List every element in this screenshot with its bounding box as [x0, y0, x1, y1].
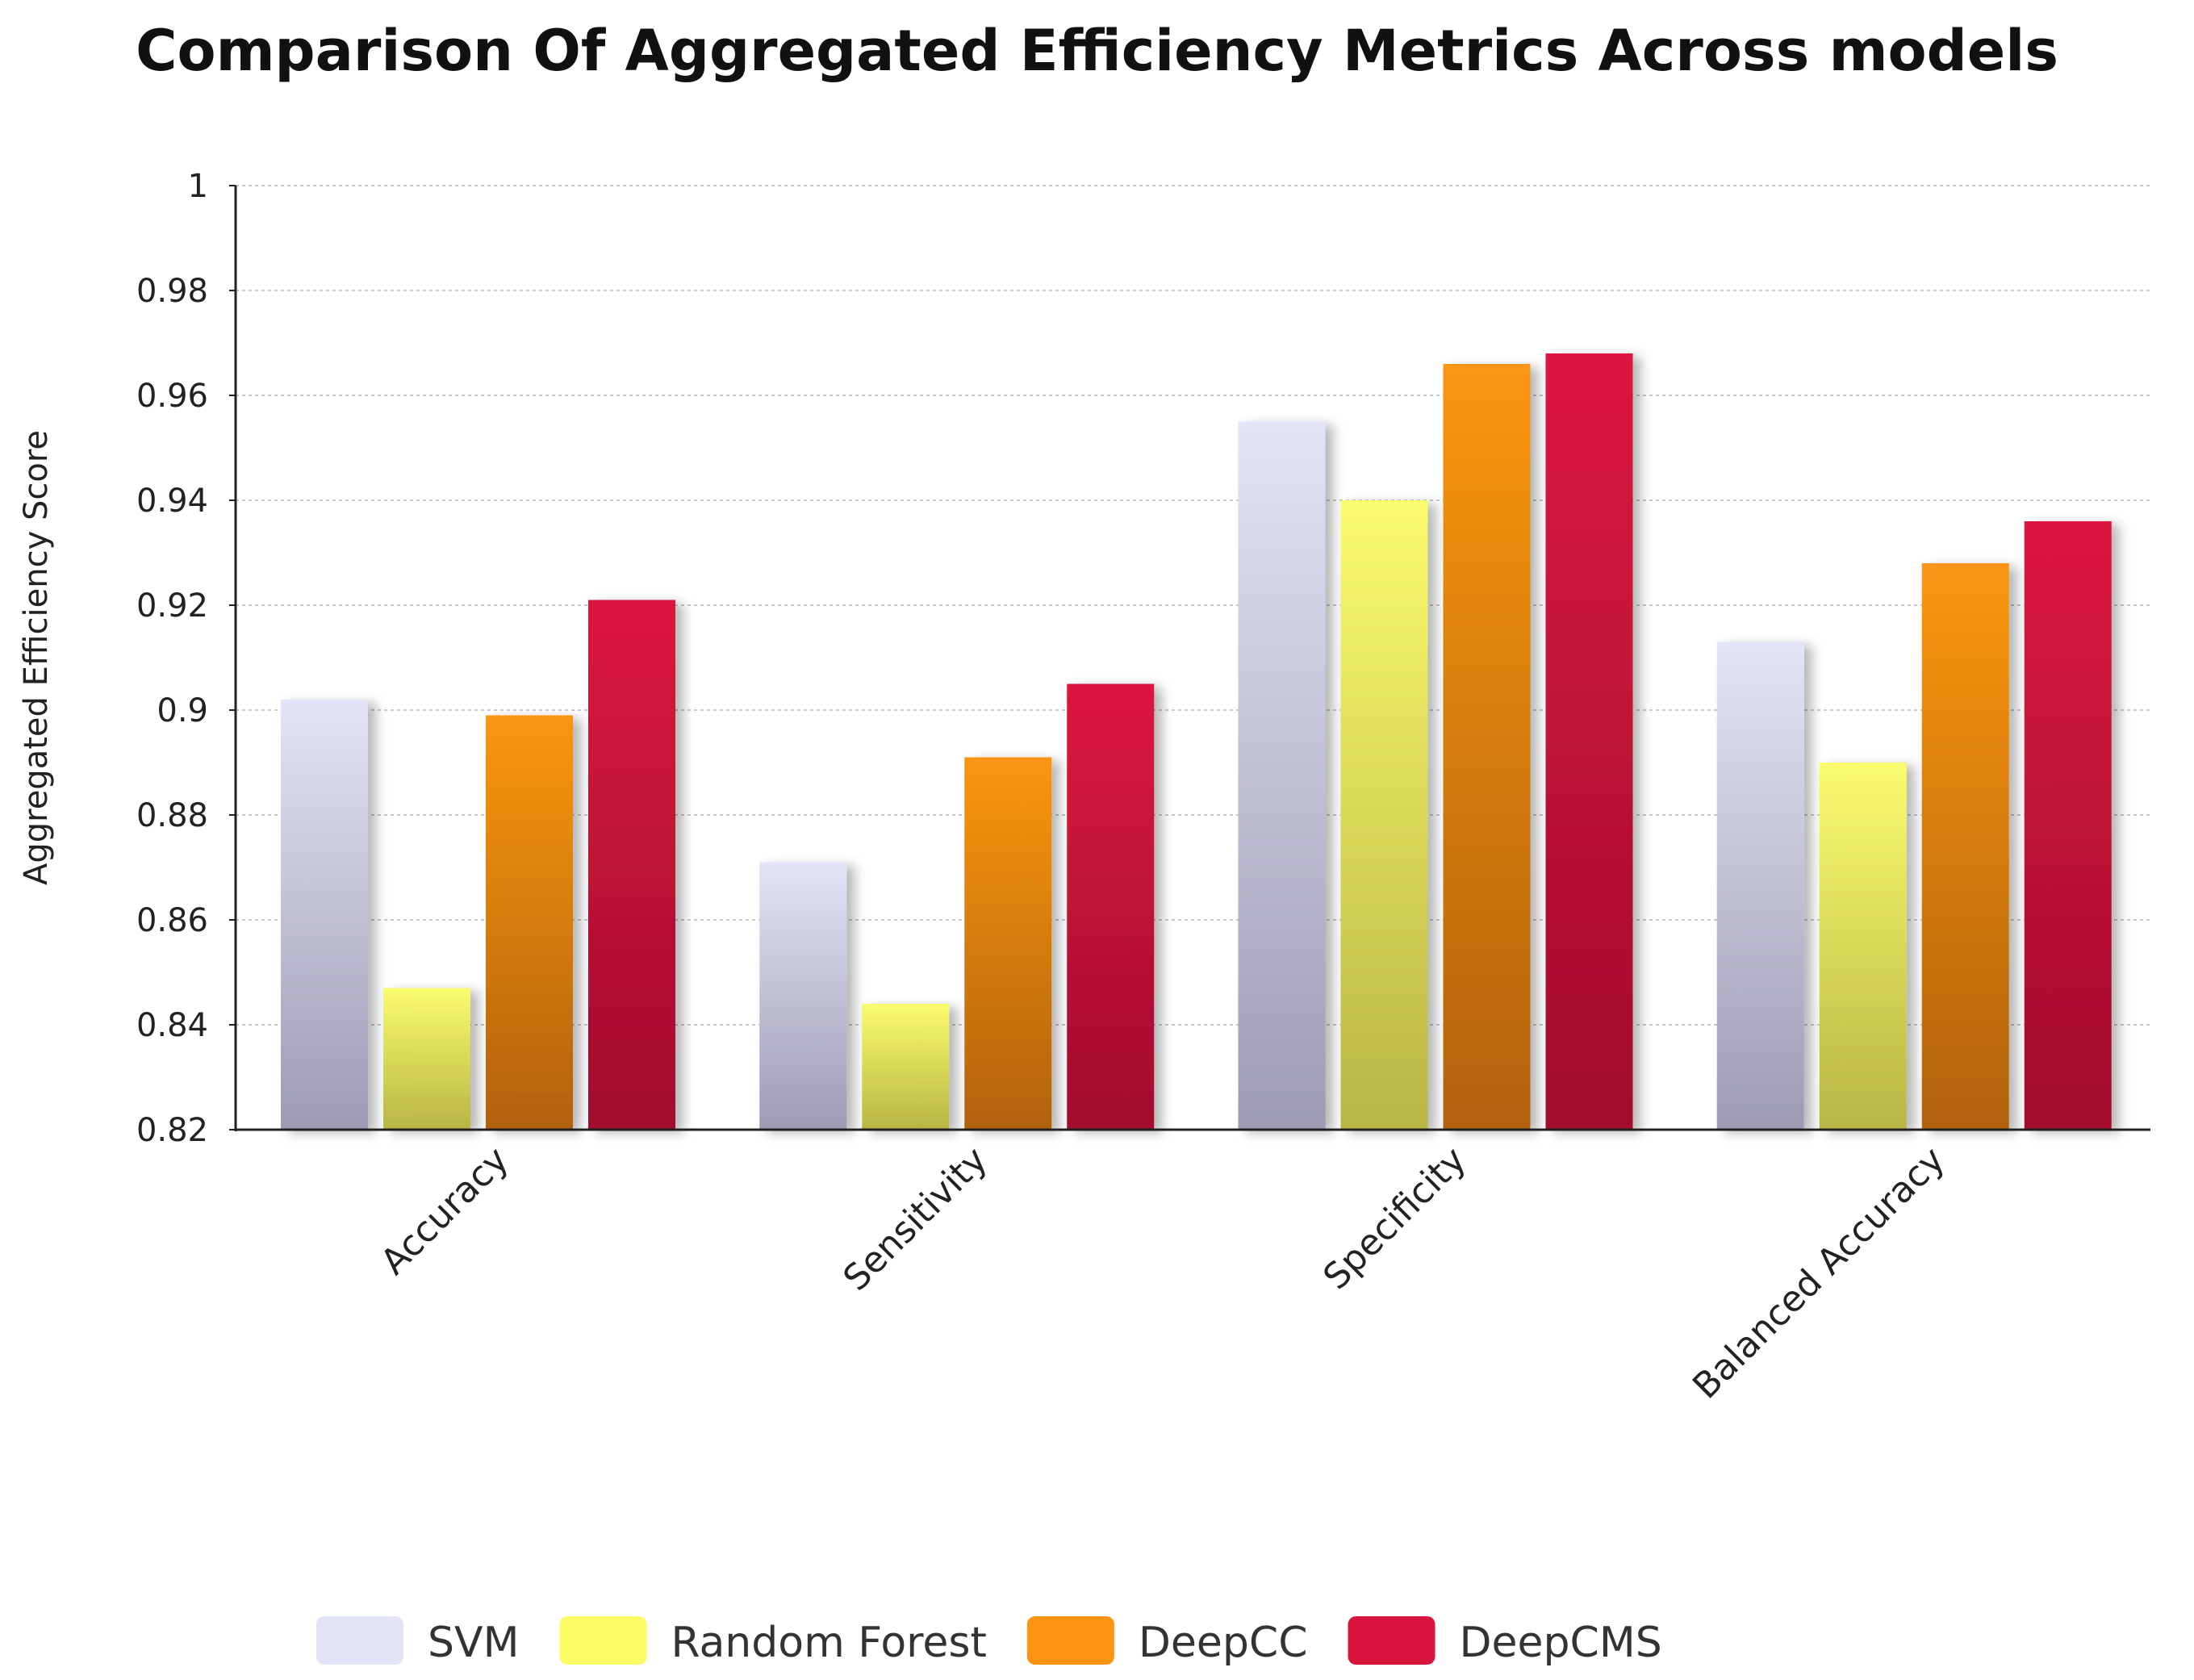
x-category-label-specificity: Specificity — [1315, 1139, 1473, 1298]
legend-label-deepcc: DeepCC — [1139, 1619, 1308, 1667]
y-tick-label: 0.96 — [136, 378, 208, 415]
y-tick-label: 0.94 — [136, 483, 208, 520]
bar-deepcms-accuracy — [588, 600, 675, 1130]
legend-label-deepcms: DeepCMS — [1460, 1619, 1662, 1667]
y-tick-label: 0.84 — [136, 1007, 208, 1044]
legend-swatch-svm — [316, 1616, 403, 1665]
bar-deepcc-sensitivity — [964, 757, 1052, 1130]
y-tick-label: 0.9 — [157, 692, 208, 729]
x-category-label-sensitivity: Sensitivity — [835, 1139, 995, 1299]
bar-svm-balanced-accuracy — [1716, 641, 1804, 1130]
legend-swatch-deepcc — [1026, 1616, 1114, 1665]
bar-deepcms-balanced-accuracy — [2024, 521, 2112, 1130]
y-tick-label: 0.92 — [136, 587, 208, 625]
bar-random-forest-balanced-accuracy — [1819, 763, 1907, 1130]
bar-deepcc-specificity — [1443, 364, 1531, 1130]
bar-deepcms-specificity — [1545, 353, 1633, 1130]
y-tick-labels: 0.82 0.84 0.86 0.88 0.9 0.92 0.94 0.96 0.98 1 — [136, 168, 208, 1149]
legend: SVM Random Forest DeepCC DeepCMS — [316, 1616, 1662, 1667]
bars — [281, 353, 2112, 1130]
bar-svm-specificity — [1238, 421, 1326, 1130]
y-tick-label: 1 — [188, 168, 208, 205]
legend-label-svm: SVM — [428, 1619, 519, 1667]
axes — [229, 185, 2150, 1131]
y-tick-label: 0.86 — [136, 902, 208, 939]
bar-random-forest-accuracy — [383, 988, 470, 1130]
bar-deepcc-balanced-accuracy — [1921, 563, 2009, 1130]
bar-random-forest-sensitivity — [862, 1004, 950, 1130]
legend-swatch-random-forest — [559, 1616, 647, 1665]
bar-svm-sensitivity — [759, 862, 847, 1130]
bar-svm-accuracy — [281, 700, 368, 1130]
x-category-labels: Accuracy Sensitivity Specificity Balanced A… — [373, 1139, 1953, 1407]
y-tick-label: 0.88 — [136, 797, 208, 834]
x-category-label-balanced-accuracy: Balanced Accuracy — [1685, 1139, 1953, 1407]
y-tick-label: 0.82 — [136, 1112, 208, 1149]
bar-random-forest-specificity — [1340, 500, 1428, 1130]
bar-deepcc-accuracy — [486, 715, 573, 1130]
legend-swatch-deepcms — [1348, 1616, 1436, 1665]
bar-deepcms-sensitivity — [1067, 683, 1155, 1130]
y-tick-label: 0.98 — [136, 273, 208, 310]
chart-title: Comparison Of Aggregated Efficiency Metr… — [136, 18, 2058, 84]
x-category-label-accuracy: Accuracy — [373, 1139, 516, 1283]
y-axis-title: Aggregated Efficiency Score — [18, 430, 55, 885]
legend-label-random-forest: Random Forest — [671, 1619, 986, 1667]
